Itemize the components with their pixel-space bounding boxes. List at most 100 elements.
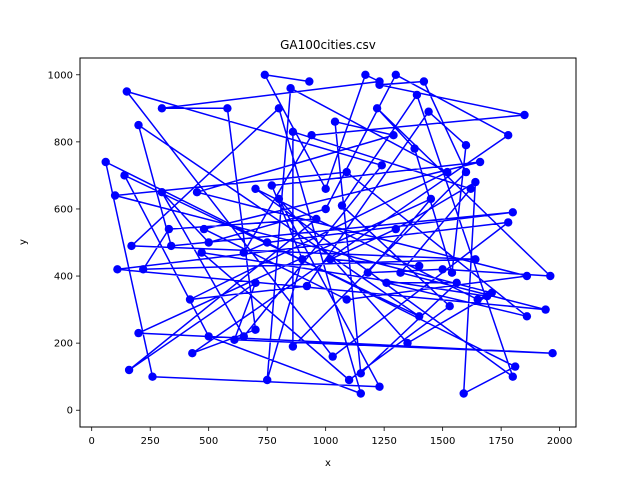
city-point <box>342 167 351 177</box>
city-point <box>302 281 312 291</box>
city-point <box>127 241 136 251</box>
city-point <box>110 191 120 200</box>
city-point <box>267 181 276 190</box>
city-point <box>447 268 457 277</box>
city-point <box>288 342 298 351</box>
city-point <box>356 369 365 378</box>
city-point <box>139 265 148 274</box>
city-point <box>375 80 384 90</box>
y-tick-label: 200 <box>54 339 73 350</box>
city-point <box>508 208 517 217</box>
city-point <box>459 389 468 398</box>
city-point <box>377 161 386 170</box>
city-point <box>134 120 143 130</box>
city-point <box>466 184 475 193</box>
city-point <box>382 278 391 287</box>
x-tick-label: 250 <box>141 436 160 447</box>
city-point <box>482 292 492 301</box>
city-point <box>134 328 143 338</box>
city-point <box>124 365 134 375</box>
city-point <box>321 204 330 214</box>
city-point <box>312 214 321 224</box>
city-point <box>548 349 557 358</box>
city-point <box>410 144 419 153</box>
city-point <box>520 110 529 120</box>
city-point <box>391 224 400 234</box>
city-point <box>263 238 272 247</box>
city-point <box>197 248 206 257</box>
city-point <box>251 325 260 334</box>
x-axis: 0 250 500 750 1000 1250 1500 1750 2000 <box>89 427 572 447</box>
city-point <box>375 382 384 391</box>
series-layer <box>101 70 557 398</box>
plot-area: 0 250 500 750 1000 1250 1500 1750 2000 0 200 400 60… <box>48 57 577 447</box>
city-point <box>274 194 284 204</box>
x-tick-label: 500 <box>199 436 218 447</box>
city-point <box>326 255 335 264</box>
city-point <box>419 77 429 86</box>
city-point <box>504 218 513 227</box>
city-point <box>424 107 433 116</box>
city-point <box>475 157 485 167</box>
city-point <box>274 104 284 113</box>
x-axis-label: x <box>325 458 331 469</box>
chart-title: GA100cities.csv <box>280 38 376 52</box>
city-point <box>541 305 550 314</box>
city-point <box>167 241 176 251</box>
city-point <box>263 375 272 385</box>
city-point <box>452 278 461 287</box>
city-point <box>508 372 517 381</box>
city-point <box>438 265 447 274</box>
city-point <box>415 261 424 271</box>
city-point <box>298 255 307 264</box>
city-point <box>199 224 209 234</box>
city-point <box>164 224 174 234</box>
y-tick-label: 600 <box>54 204 73 215</box>
x-tick-label: 0 <box>89 436 95 447</box>
city-point <box>471 255 480 264</box>
city-point <box>415 312 424 321</box>
y-axis: 0 200 400 600 800 1000 <box>48 70 80 417</box>
city-point <box>344 375 354 385</box>
city-point <box>192 188 202 197</box>
city-point <box>260 70 269 80</box>
city-point <box>288 127 298 136</box>
city-point <box>391 70 400 80</box>
city-point <box>473 295 482 304</box>
city-point <box>328 352 337 361</box>
city-point <box>113 265 122 274</box>
x-tick-label: 750 <box>258 436 277 447</box>
city-point <box>120 171 129 180</box>
x-tick-label: 2000 <box>547 436 572 447</box>
city-point <box>461 167 471 177</box>
y-tick-label: 0 <box>67 406 73 417</box>
city-point <box>251 278 260 287</box>
city-point <box>204 238 213 247</box>
city-point <box>403 338 412 348</box>
city-point <box>321 184 330 193</box>
city-point <box>185 295 195 304</box>
city-point <box>546 271 555 281</box>
city-point <box>363 268 372 277</box>
city-point <box>356 389 365 398</box>
x-tick-label: 1750 <box>488 436 513 447</box>
city-point <box>342 295 351 304</box>
city-point <box>471 177 480 187</box>
city-point <box>461 141 471 150</box>
y-tick-label: 400 <box>54 272 73 283</box>
x-tick-label: 1000 <box>313 436 338 447</box>
city-point <box>157 188 167 197</box>
city-point <box>251 184 260 193</box>
city-point <box>445 302 454 311</box>
x-tick-label: 1500 <box>430 436 455 447</box>
city-point <box>230 335 239 344</box>
city-point <box>101 157 110 167</box>
city-point <box>511 362 520 371</box>
city-point <box>361 70 370 80</box>
city-point <box>305 77 314 86</box>
route-line <box>104 74 554 395</box>
city-point <box>396 268 405 277</box>
x-tick-label: 1250 <box>371 436 396 447</box>
